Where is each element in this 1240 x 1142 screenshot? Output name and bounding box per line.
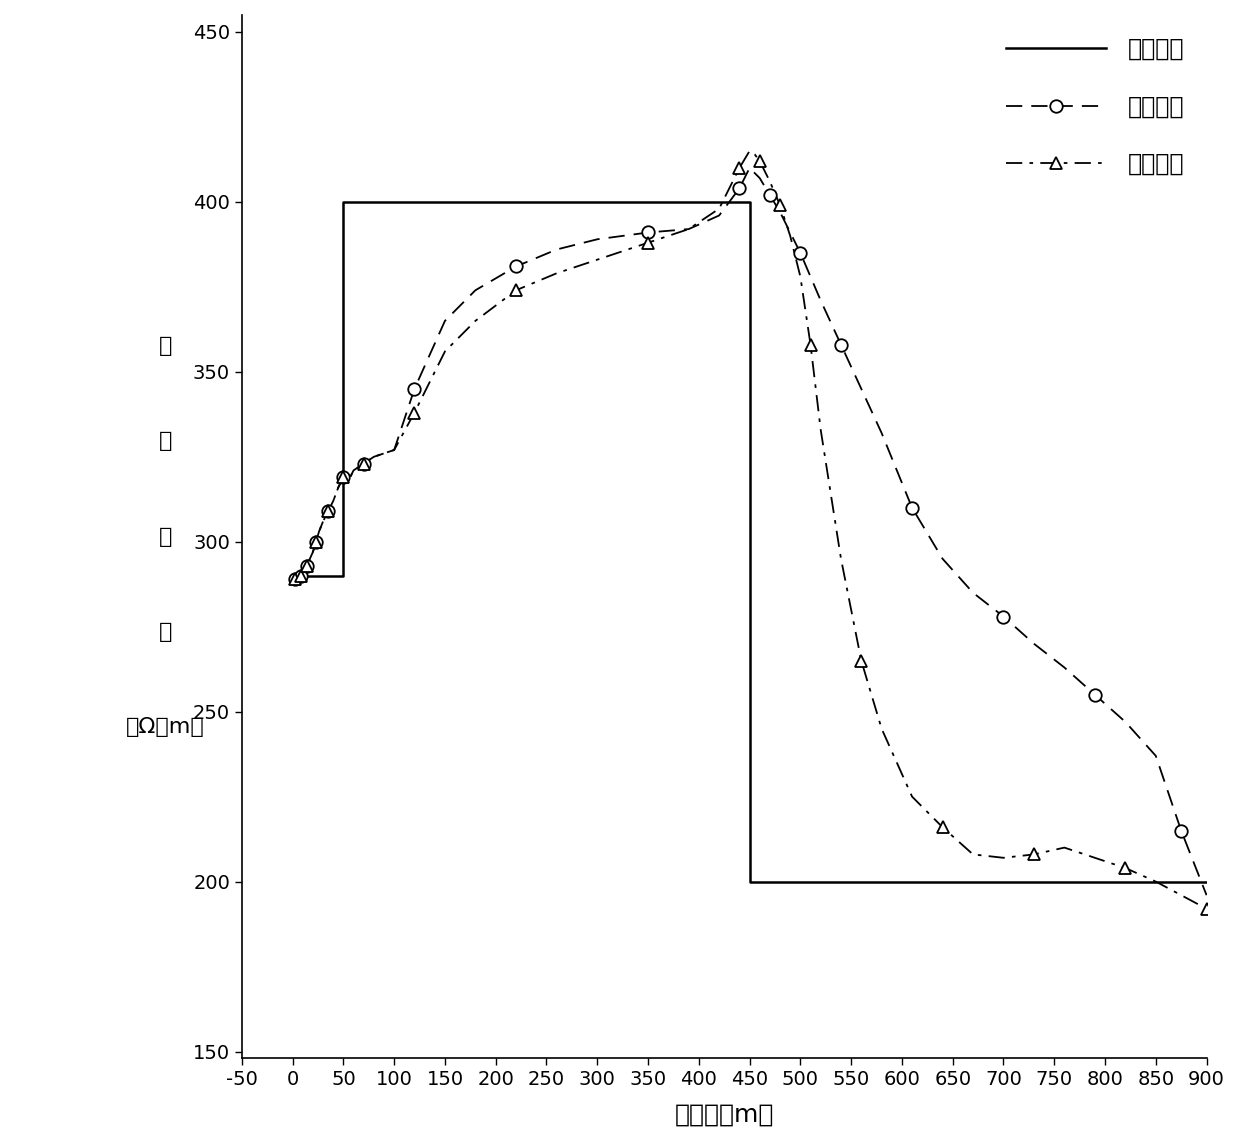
Text: （Ω　m）: （Ω m） <box>126 717 205 737</box>
Text: 视: 视 <box>159 337 172 356</box>
Text: 阻: 阻 <box>159 526 172 547</box>
X-axis label: 深度　（m）: 深度 （m） <box>675 1103 774 1127</box>
Legend: 正演模型, 反演结果, 常规结果: 正演模型, 反演结果, 常规结果 <box>994 26 1195 187</box>
Text: 电: 电 <box>159 432 172 451</box>
Text: 率: 率 <box>159 621 172 642</box>
